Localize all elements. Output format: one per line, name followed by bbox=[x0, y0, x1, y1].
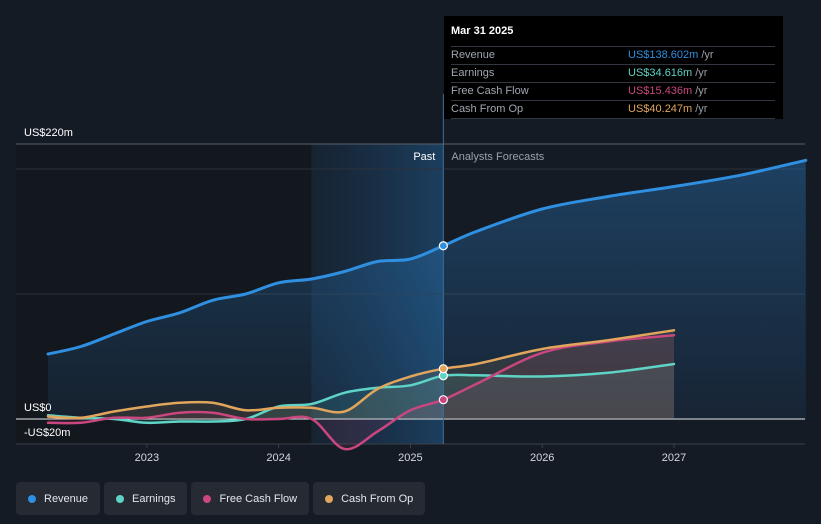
y-axis-label-zero: US$0 bbox=[24, 402, 52, 414]
tooltip-row-revenue: Revenue US$138.602m /yr bbox=[451, 46, 775, 64]
tooltip-unit: /yr bbox=[695, 67, 708, 79]
legend-item-earnings[interactable]: Earnings bbox=[104, 482, 188, 515]
tooltip-label: Earnings bbox=[451, 67, 495, 79]
revenue-area bbox=[48, 160, 806, 420]
cash-from-op-line bbox=[46, 329, 676, 420]
earnings-line bbox=[46, 362, 676, 425]
free-cash-flow-point bbox=[438, 395, 448, 405]
x-tick-label: 2027 bbox=[662, 452, 686, 464]
past-label: Past bbox=[413, 151, 435, 163]
revenue-line bbox=[46, 158, 808, 356]
x-axis-ticks: 2023 2024 2025 2026 2027 bbox=[135, 444, 686, 464]
tooltip-unit: /yr bbox=[695, 103, 708, 115]
y-axis-label-bottom: -US$20m bbox=[24, 427, 70, 439]
earnings-dot-icon bbox=[116, 494, 125, 503]
y-axis-label-top: US$220m bbox=[24, 127, 73, 139]
tooltip-label: Free Cash Flow bbox=[451, 85, 529, 97]
revenue-dot-icon bbox=[28, 494, 36, 503]
tooltip-row-earnings: Earnings US$34.616m /yr bbox=[451, 64, 775, 82]
legend-label: Free Cash Flow bbox=[219, 492, 298, 505]
forecast-label: Analysts Forecasts bbox=[451, 151, 544, 163]
revenue-point bbox=[438, 241, 448, 251]
tooltip-label: Revenue bbox=[451, 49, 496, 61]
x-tick-label: 2025 bbox=[398, 452, 422, 464]
tooltip-row-free-cash-flow: Free Cash Flow US$15.436m /yr bbox=[451, 82, 775, 100]
legend-label: Revenue bbox=[44, 492, 89, 505]
tooltip: Mar 31 2025 Revenue US$138.602m /yr Earn… bbox=[444, 16, 783, 119]
x-tick-label: 2023 bbox=[135, 452, 159, 464]
cash-from-op-area bbox=[48, 330, 674, 419]
tooltip-row-cash-from-op: Cash From Op US$40.247m /yr bbox=[451, 100, 775, 119]
tooltip-unit: /yr bbox=[695, 85, 708, 97]
earnings-area bbox=[48, 364, 674, 423]
free-cash-flow-line bbox=[46, 334, 676, 451]
tooltip-value: US$34.616m bbox=[628, 67, 693, 79]
tooltip-value: US$40.247m bbox=[628, 103, 693, 115]
legend-label: Earnings bbox=[132, 492, 176, 505]
tooltip-value: US$138.602m bbox=[628, 49, 699, 61]
free-cash-flow-dot-icon bbox=[203, 494, 212, 503]
series-lines bbox=[46, 158, 808, 451]
legend-item-cash-from-op[interactable]: Cash From Op bbox=[313, 482, 426, 515]
tooltip-label: Cash From Op bbox=[451, 103, 524, 115]
tooltip-date: Mar 31 2025 bbox=[451, 25, 514, 37]
tooltip-unit: /yr bbox=[701, 49, 714, 61]
highlight-points bbox=[438, 241, 448, 405]
legend-item-revenue[interactable]: Revenue bbox=[16, 482, 101, 515]
legend: Revenue Earnings Free Cash Flow Cash Fro… bbox=[16, 482, 426, 515]
tooltip-value: US$15.436m bbox=[628, 85, 693, 97]
x-tick-label: 2024 bbox=[266, 452, 290, 464]
legend-label: Cash From Op bbox=[341, 492, 414, 505]
cash-from-op-point bbox=[438, 364, 448, 374]
x-tick-label: 2026 bbox=[530, 452, 554, 464]
cash-from-op-dot-icon bbox=[325, 494, 334, 503]
legend-item-free-cash-flow[interactable]: Free Cash Flow bbox=[191, 482, 310, 515]
